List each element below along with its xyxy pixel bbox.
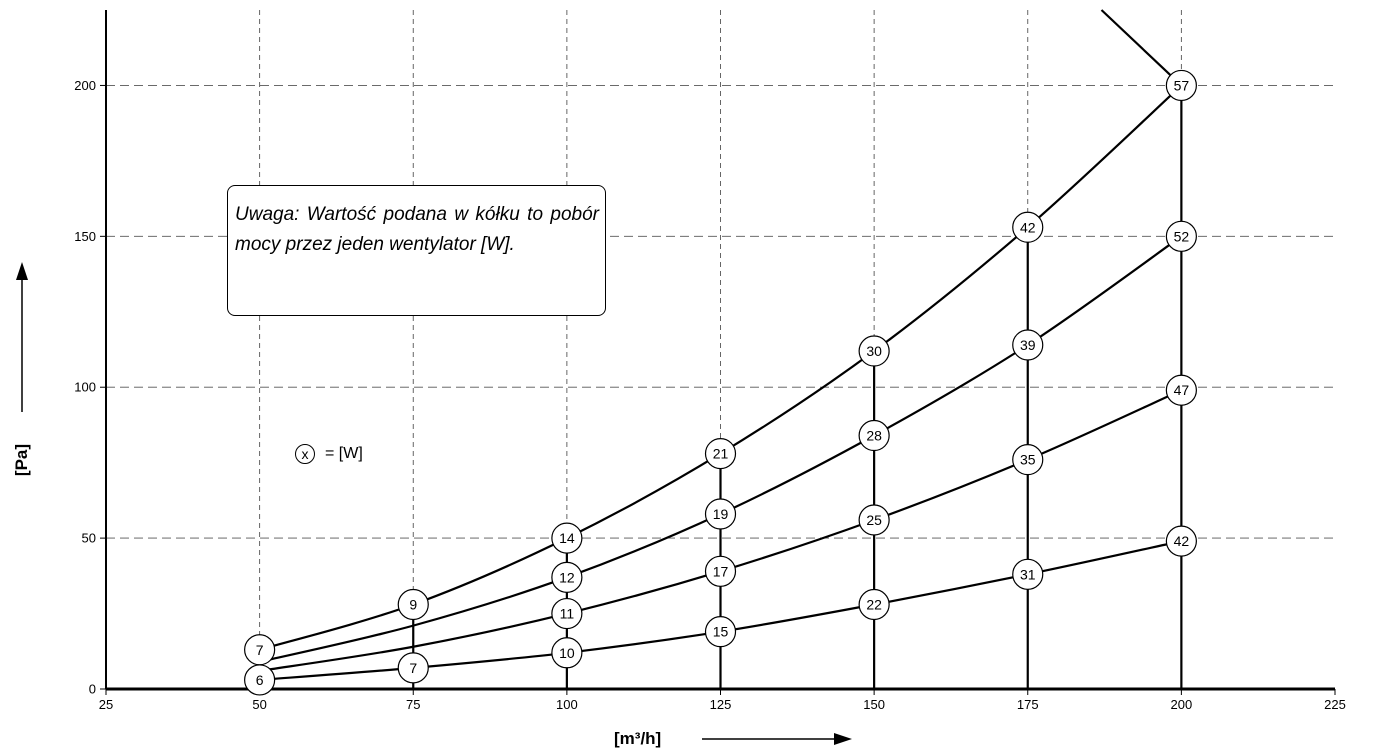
- legend-marker-symbol: x: [295, 444, 315, 464]
- marker-circle-1-4: [858, 504, 890, 536]
- x-tick-label-25: 25: [99, 697, 113, 712]
- marker-label-2-2: 12: [559, 569, 575, 585]
- y-tick-label-50: 50: [82, 531, 96, 546]
- y-tick-label-0: 0: [89, 682, 96, 697]
- legend: x = [W]: [295, 442, 363, 466]
- marker-circle-3-0: [244, 634, 276, 666]
- marker-label-3-6: 57: [1174, 77, 1190, 93]
- marker-circle-2-6: [1165, 220, 1197, 252]
- marker-circle-1-6: [1165, 374, 1197, 406]
- y-tick-label-200: 200: [74, 78, 96, 93]
- marker-label-2-4: 28: [866, 428, 882, 444]
- power-markers: 6 7 10 15 22 31 42 11 17 25 35 47 12 19 28 39 52 7 9 14 21 30…: [244, 69, 1197, 696]
- marker-circle-3-6: [1165, 69, 1197, 102]
- marker-label-0-4: 22: [866, 597, 882, 613]
- marker-label-3-1: 9: [409, 597, 417, 613]
- x-tick-label-100: 100: [556, 697, 578, 712]
- x-tick-label-125: 125: [710, 697, 732, 712]
- x-tick-label-175: 175: [1017, 697, 1039, 712]
- marker-circle-0-4: [858, 588, 890, 621]
- x-tick-label-50: 50: [252, 697, 266, 712]
- marker-label-3-4: 30: [866, 343, 882, 359]
- boundary-line: [1100, 9, 1183, 87]
- x-axis-arrow: [702, 733, 852, 745]
- y-axis-arrow: [16, 262, 28, 412]
- marker-circle-1-2: [551, 597, 583, 630]
- tick-labels: 25 50 75 100 125 150 175 200 225 0 50 100 150 200: [74, 78, 1346, 712]
- marker-label-3-3: 21: [713, 446, 729, 462]
- marker-circle-0-3: [704, 616, 737, 648]
- marker-label-0-6: 42: [1174, 533, 1190, 549]
- marker-circle-2-4: [858, 419, 890, 452]
- marker-label-3-0: 7: [256, 642, 264, 658]
- marker-label-0-5: 31: [1020, 566, 1036, 582]
- marker-circle-0-2: [551, 637, 583, 669]
- marker-label-1-5: 35: [1020, 452, 1036, 468]
- legend-text: = [W]: [325, 445, 363, 462]
- marker-circle-3-2: [551, 522, 583, 554]
- marker-circle-2-3: [704, 498, 737, 530]
- marker-circle-3-1: [397, 588, 429, 621]
- marker-circle-0-6: [1165, 525, 1197, 557]
- marker-circle-3-5: [1012, 211, 1044, 243]
- marker-circle-0-5: [1012, 558, 1044, 590]
- marker-label-0-0: 6: [256, 672, 264, 688]
- y-tick-label-150: 150: [74, 229, 96, 244]
- marker-circle-0-1: [397, 652, 429, 684]
- marker-label-1-3: 17: [713, 563, 729, 579]
- marker-circle-1-5: [1012, 444, 1044, 476]
- marker-circle-1-3: [704, 555, 737, 587]
- marker-label-2-5: 39: [1020, 337, 1036, 353]
- marker-label-3-5: 42: [1020, 219, 1036, 235]
- x-tick-label-200: 200: [1171, 697, 1193, 712]
- marker-label-0-1: 7: [409, 660, 417, 676]
- x-tick-label-150: 150: [863, 697, 885, 712]
- axes: [100, 10, 1336, 695]
- marker-label-2-6: 52: [1174, 228, 1190, 244]
- note-text: Uwaga: Wartość podana w kółku to pobór m…: [235, 204, 599, 255]
- x-tick-label-75: 75: [406, 697, 420, 712]
- x-axis-label: [m³/h]: [614, 729, 661, 748]
- note-box: Uwaga: Wartość podana w kółku to pobór m…: [227, 185, 606, 316]
- marker-circle-2-5: [1012, 329, 1044, 361]
- x-tick-label-225: 225: [1324, 697, 1346, 712]
- marker-circle-3-4: [858, 335, 890, 367]
- marker-label-2-3: 19: [713, 506, 729, 522]
- marker-circle-2-2: [551, 561, 583, 593]
- marker-label-3-2: 14: [559, 530, 575, 546]
- marker-label-1-2: 11: [560, 606, 575, 622]
- marker-label-0-3: 15: [713, 624, 729, 640]
- marker-label-1-4: 25: [866, 512, 882, 528]
- y-tick-label-100: 100: [74, 380, 96, 395]
- y-axis-label: [Pa]: [12, 444, 31, 476]
- marker-circle-3-3: [704, 438, 737, 470]
- marker-label-0-2: 10: [559, 645, 575, 661]
- marker-label-1-6: 47: [1174, 382, 1190, 398]
